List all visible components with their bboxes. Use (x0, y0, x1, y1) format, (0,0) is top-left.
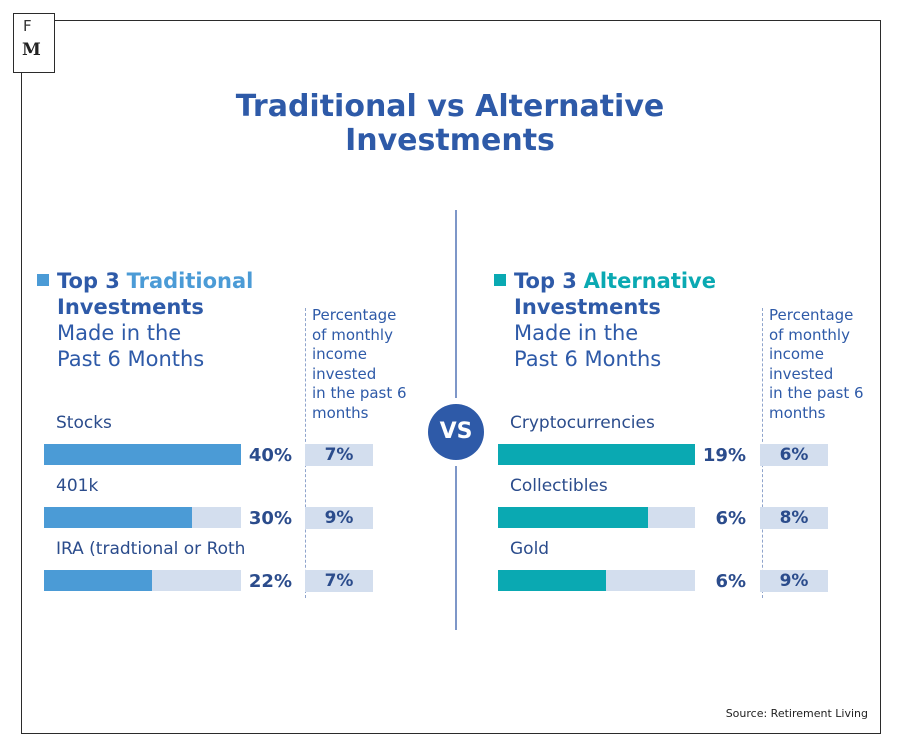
logo-letter-m: M (22, 40, 41, 60)
traditional-income-percentage: 7% (305, 444, 373, 466)
vs-badge: VS (428, 404, 484, 460)
alternative-heading: Top 3 Alternative Investments Made in th… (514, 268, 716, 372)
traditional-category-label: IRA (tradtional or Roth (56, 539, 246, 559)
traditional-heading-line4: Past 6 Months (57, 347, 205, 371)
traditional-heading-line3: Made in the (57, 321, 182, 345)
traditional-heading-accent: Traditional (126, 269, 254, 293)
traditional-income-percentage: 9% (305, 507, 373, 529)
alternative-income-percentage: 8% (760, 507, 828, 529)
alternative-pct-title-line: months (769, 403, 826, 422)
traditional-legend-square (37, 274, 49, 286)
traditional-pct-title: Percentage of monthly income invested in… (312, 306, 422, 423)
traditional-value-label: 30% (248, 508, 292, 529)
alternative-pct-title: Percentage of monthly income invested in… (769, 306, 879, 423)
traditional-income-percentage: 7% (305, 570, 373, 592)
center-divider-top (455, 210, 457, 398)
traditional-pct-title-line: of monthly (312, 325, 393, 344)
traditional-heading-prefix: Top 3 (57, 269, 120, 293)
traditional-value-label: 40% (248, 445, 292, 466)
alternative-category-label: Cryptocurrencies (510, 413, 655, 433)
alternative-value-label: 6% (715, 508, 746, 529)
traditional-pct-title-line: months (312, 403, 369, 422)
traditional-category-label: 401k (56, 476, 99, 496)
alternative-category-label: Collectibles (510, 476, 608, 496)
traditional-pct-title-line: in the past 6 (312, 384, 407, 402)
infographic-frame (21, 20, 881, 734)
alternative-heading-line2: Investments (514, 295, 661, 319)
alternative-pct-title-line: invested (769, 364, 834, 383)
page-title: Traditional vs Alternative Investments (0, 90, 900, 158)
alternative-value-label: 19% (702, 445, 746, 466)
alternative-category-label: Gold (510, 539, 550, 559)
alternative-heading-accent: Alternative (583, 269, 716, 293)
alternative-pct-title-line: of monthly (769, 325, 850, 344)
alternative-heading-line4: Past 6 Months (514, 347, 662, 371)
alternative-pct-title-line: in the past 6 (769, 384, 864, 402)
traditional-bar (44, 507, 192, 528)
center-divider-bottom (455, 466, 457, 630)
title-line-1: Traditional vs Alternative (235, 89, 665, 124)
traditional-value-label: 22% (248, 571, 292, 592)
logo-letter-f: F (23, 17, 32, 35)
traditional-pct-title-line: Percentage (312, 306, 397, 324)
alternative-value-label: 6% (715, 571, 746, 592)
alternative-bar (498, 444, 695, 465)
alternative-bar (498, 507, 648, 528)
alternative-pct-title-line: Percentage (769, 306, 854, 324)
alternative-heading-prefix: Top 3 (514, 269, 577, 293)
traditional-category-label: Stocks (56, 413, 112, 433)
alternative-bar-track (498, 444, 695, 465)
alternative-bar (498, 570, 606, 591)
traditional-bar (44, 444, 241, 465)
alternative-bar-track (498, 570, 695, 591)
traditional-bar (44, 570, 152, 591)
fm-logo: F M (13, 13, 55, 73)
alternative-pct-title-line: income (769, 345, 824, 363)
source-note: Source: Retirement Living (725, 707, 868, 720)
traditional-pct-title-line: income (312, 345, 367, 363)
traditional-heading: Top 3 Traditional Investments Made in th… (57, 268, 253, 372)
traditional-bar-track (44, 570, 241, 591)
alternative-income-percentage: 6% (760, 444, 828, 466)
alternative-legend-square (494, 274, 506, 286)
traditional-pct-title-line: invested (312, 364, 377, 383)
alternative-income-percentage: 9% (760, 570, 828, 592)
alternative-heading-line3: Made in the (514, 321, 639, 345)
traditional-heading-line2: Investments (57, 295, 204, 319)
alternative-bar-track (498, 507, 695, 528)
title-line-2: Investments (345, 123, 555, 158)
traditional-bar-track (44, 507, 241, 528)
traditional-bar-track (44, 444, 241, 465)
